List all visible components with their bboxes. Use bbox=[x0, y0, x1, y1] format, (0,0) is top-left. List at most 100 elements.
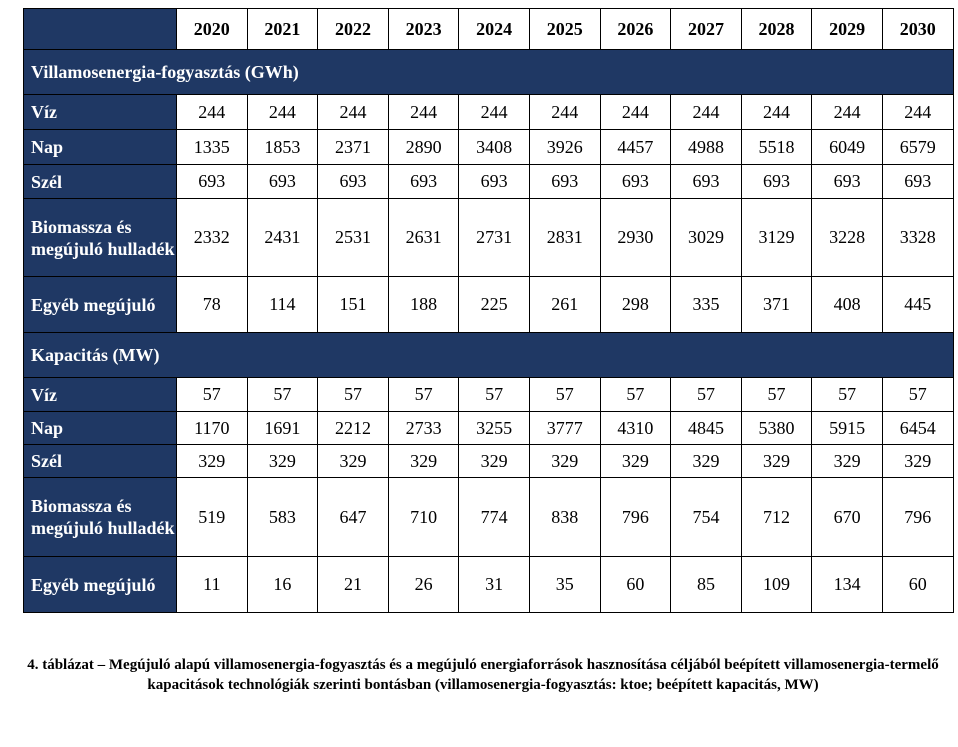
value-cell: 21 bbox=[317, 556, 389, 613]
value-cell: 244 bbox=[246, 94, 319, 130]
value-cell: 298 bbox=[599, 276, 672, 333]
value-cell: 2733 bbox=[387, 411, 460, 445]
value-cell: 2930 bbox=[599, 198, 672, 277]
value-cell: 2631 bbox=[387, 198, 460, 277]
table-body: Villamosenergia-fogyasztás (GWh) Víz 244 24… bbox=[23, 49, 954, 613]
value-cell: 445 bbox=[881, 276, 954, 333]
value-cell: 134 bbox=[811, 556, 883, 613]
value-cell: 2731 bbox=[458, 198, 530, 277]
value-cell: 693 bbox=[599, 164, 672, 199]
value-cell: 329 bbox=[528, 444, 601, 478]
table-row: Nap 1335 1853 2371 2890 3408 3926 4457 4988 5518 6… bbox=[23, 129, 954, 165]
value-cell: 670 bbox=[811, 477, 883, 557]
value-cell: 712 bbox=[740, 477, 813, 557]
row-label: Víz bbox=[23, 377, 177, 412]
value-cell: 329 bbox=[176, 444, 248, 478]
year-header: 2024 bbox=[458, 8, 530, 50]
value-cell: 583 bbox=[246, 477, 319, 557]
value-cell: 244 bbox=[740, 94, 813, 130]
section-row: Villamosenergia-fogyasztás (GWh) bbox=[23, 49, 954, 95]
value-cell: 693 bbox=[670, 164, 742, 199]
value-cell: 2890 bbox=[387, 129, 460, 165]
value-cell: 693 bbox=[246, 164, 319, 199]
value-cell: 3777 bbox=[528, 411, 601, 445]
value-cell: 244 bbox=[387, 94, 460, 130]
row-label: Nap bbox=[23, 129, 177, 165]
table-row: Biomassza és megújuló hulladék 2332 2431 25… bbox=[23, 198, 954, 277]
year-header: 2023 bbox=[387, 8, 460, 50]
corner-cell bbox=[23, 8, 177, 50]
year-header-row: 2020 2021 2022 2023 2024 2025 2026 2027 2028 2029… bbox=[23, 8, 954, 50]
value-cell: 244 bbox=[458, 94, 530, 130]
table-row: Egyéb megújuló 11 16 21 26 31 35 60 85 109 134 60 bbox=[23, 556, 954, 613]
value-cell: 6579 bbox=[881, 129, 954, 165]
value-cell: 329 bbox=[740, 444, 813, 478]
year-header: 2026 bbox=[599, 8, 672, 50]
row-label: Biomassza és megújuló hulladék bbox=[23, 198, 177, 277]
row-label: Víz bbox=[23, 94, 177, 130]
value-cell: 109 bbox=[740, 556, 813, 613]
value-cell: 3926 bbox=[528, 129, 601, 165]
value-cell: 329 bbox=[881, 444, 954, 478]
value-cell: 329 bbox=[811, 444, 883, 478]
year-header: 2025 bbox=[528, 8, 601, 50]
value-cell: 796 bbox=[599, 477, 672, 557]
data-table: 2020 2021 2022 2023 2024 2025 2026 2027 2028 2029… bbox=[23, 8, 954, 613]
value-cell: 1691 bbox=[246, 411, 319, 445]
year-header: 2029 bbox=[811, 8, 883, 50]
value-cell: 3029 bbox=[670, 198, 742, 277]
value-cell: 6454 bbox=[881, 411, 954, 445]
value-cell: 57 bbox=[740, 377, 813, 412]
table-row: Szél 329 329 329 329 329 329 329 329 329 329 329 bbox=[23, 444, 954, 478]
value-cell: 2332 bbox=[176, 198, 248, 277]
row-label: Egyéb megújuló bbox=[23, 276, 177, 333]
value-cell: 57 bbox=[528, 377, 601, 412]
value-cell: 693 bbox=[317, 164, 389, 199]
value-cell: 57 bbox=[670, 377, 742, 412]
row-label: Nap bbox=[23, 411, 177, 445]
row-label: Biomassza és megújuló hulladék bbox=[23, 477, 177, 557]
value-cell: 647 bbox=[317, 477, 389, 557]
value-cell: 26 bbox=[387, 556, 460, 613]
value-cell: 244 bbox=[599, 94, 672, 130]
value-cell: 85 bbox=[670, 556, 742, 613]
value-cell: 5518 bbox=[740, 129, 813, 165]
value-cell: 3408 bbox=[458, 129, 530, 165]
year-header: 2021 bbox=[246, 8, 319, 50]
value-cell: 329 bbox=[317, 444, 389, 478]
value-cell: 261 bbox=[528, 276, 601, 333]
value-cell: 693 bbox=[811, 164, 883, 199]
value-cell: 16 bbox=[246, 556, 319, 613]
value-cell: 1853 bbox=[246, 129, 319, 165]
value-cell: 4845 bbox=[670, 411, 742, 445]
row-label: Szél bbox=[23, 164, 177, 199]
value-cell: 335 bbox=[670, 276, 742, 333]
value-cell: 6049 bbox=[811, 129, 883, 165]
value-cell: 5915 bbox=[811, 411, 883, 445]
value-cell: 57 bbox=[458, 377, 530, 412]
value-cell: 693 bbox=[528, 164, 601, 199]
table-row: Egyéb megújuló 78 114 151 188 225 261 298 335 371… bbox=[23, 276, 954, 333]
value-cell: 11 bbox=[176, 556, 248, 613]
value-cell: 244 bbox=[528, 94, 601, 130]
value-cell: 57 bbox=[599, 377, 672, 412]
value-cell: 2531 bbox=[317, 198, 389, 277]
value-cell: 754 bbox=[670, 477, 742, 557]
value-cell: 244 bbox=[176, 94, 248, 130]
value-cell: 244 bbox=[881, 94, 954, 130]
value-cell: 408 bbox=[811, 276, 883, 333]
value-cell: 693 bbox=[458, 164, 530, 199]
value-cell: 4457 bbox=[599, 129, 672, 165]
year-header: 2030 bbox=[881, 8, 954, 50]
value-cell: 693 bbox=[387, 164, 460, 199]
value-cell: 114 bbox=[246, 276, 319, 333]
value-cell: 188 bbox=[387, 276, 460, 333]
value-cell: 2431 bbox=[246, 198, 319, 277]
value-cell: 244 bbox=[811, 94, 883, 130]
table-row: Biomassza és megújuló hulladék 519 583 647 7… bbox=[23, 477, 954, 557]
value-cell: 57 bbox=[176, 377, 248, 412]
value-cell: 329 bbox=[387, 444, 460, 478]
value-cell: 2831 bbox=[528, 198, 601, 277]
value-cell: 57 bbox=[246, 377, 319, 412]
row-label: Egyéb megújuló bbox=[23, 556, 177, 613]
